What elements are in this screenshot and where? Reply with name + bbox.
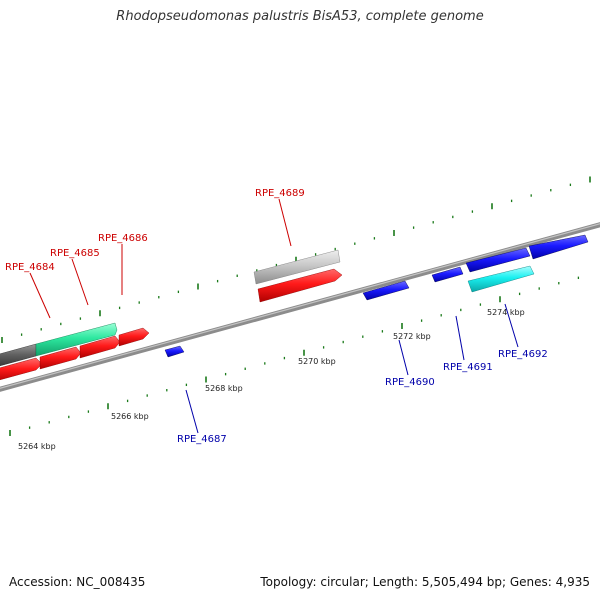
leader-rpe-4689: [278, 198, 292, 247]
gene-label-rpe-4691[interactable]: RPE_4691: [443, 362, 493, 373]
gene-label-rpe-4689[interactable]: RPE_4689: [255, 188, 305, 199]
gene-label-rpe-4687[interactable]: RPE_4687: [177, 434, 227, 445]
gene-red-arrow-1: [0, 357, 43, 381]
scale-label-5268: 5268 kbp: [205, 384, 243, 393]
map-title: Rhodopseudomonas palustris BisA53, compl…: [116, 9, 484, 24]
gene-rpe-4685-arrow: [39, 346, 82, 370]
gene-rpe-4691-arrow: [465, 247, 531, 273]
gene-rpe-4689-grey: [253, 249, 341, 285]
gene-label-rpe-4690[interactable]: RPE_4690: [385, 377, 435, 388]
gene-blue-arrow-a: [431, 266, 464, 283]
accession-text: Accession: NC_008435: [9, 575, 146, 589]
gene-label-rpe-4685[interactable]: RPE_4685: [50, 248, 100, 259]
gene-rpe-4690-arrow: [362, 280, 410, 301]
leader-rpe-4691: [455, 315, 465, 361]
gene-blue-arrow-b: [528, 234, 589, 260]
gene-label-rpe-4686[interactable]: RPE_4686: [98, 233, 148, 244]
gene-label-rpe-4684[interactable]: RPE_4684: [5, 262, 55, 273]
genome-backbone-highlight: [0, 223, 600, 389]
gene-rpe-4684-arrow: [35, 322, 118, 357]
scale-label-5266: 5266 kbp: [111, 412, 149, 421]
genome-summary-text: Topology: circular; Length: 5,505,494 bp…: [260, 575, 590, 589]
gene-rpe-4689-arrow: [257, 268, 343, 303]
tick-marks: [1, 176, 591, 436]
gene-rpe-4687-arrow: [164, 345, 185, 358]
leader-rpe-4685: [71, 258, 89, 306]
gene-label-rpe-4692[interactable]: RPE_4692: [498, 349, 548, 360]
scale-label-5274: 5274 kbp: [487, 308, 525, 317]
gene-rpe-4692-arrow: [467, 265, 535, 293]
gene-red-arrow-4: [118, 327, 150, 347]
leader-rpe-4687: [185, 389, 199, 434]
genome-backbone: [0, 222, 600, 392]
gene-rpe-4686-arrow: [79, 335, 121, 359]
label-leader-lines: [29, 198, 519, 434]
leader-rpe-4690: [398, 339, 409, 376]
scale-label-5270: 5270 kbp: [298, 357, 336, 366]
leader-rpe-4692: [504, 303, 519, 348]
scale-label-5272: 5272 kbp: [393, 332, 431, 341]
scale-label-5264: 5264 kbp: [18, 442, 56, 451]
leader-rpe-4684: [29, 272, 51, 319]
